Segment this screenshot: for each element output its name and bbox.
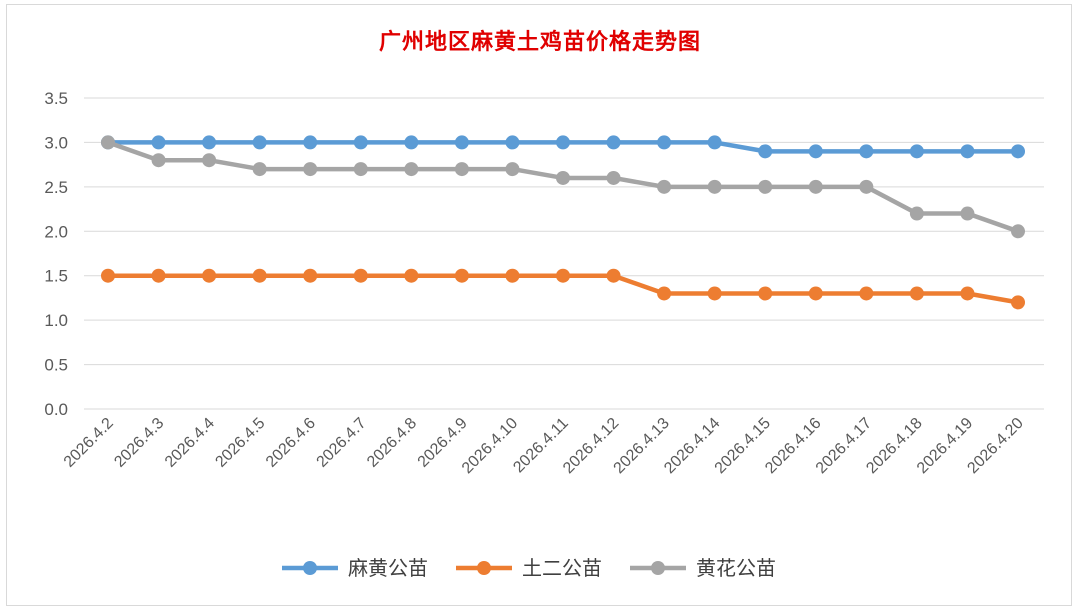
data-point bbox=[859, 179, 874, 194]
y-axis-ticks: 0.0 0.5 1.0 1.5 2.0 2.5 3.0 3.5 bbox=[44, 89, 68, 419]
data-point bbox=[707, 179, 722, 194]
data-point bbox=[353, 162, 368, 177]
x-tick-label: 2026.4.6 bbox=[263, 415, 319, 471]
data-point bbox=[101, 268, 115, 283]
data-point bbox=[202, 268, 217, 283]
data-point bbox=[657, 179, 672, 194]
data-point bbox=[252, 135, 267, 150]
legend-label: 麻黄公苗 bbox=[348, 556, 428, 580]
data-point bbox=[252, 162, 267, 177]
y-tick-label: 3.0 bbox=[44, 133, 68, 152]
data-point bbox=[1011, 295, 1025, 310]
data-point bbox=[151, 135, 166, 150]
y-tick-label: 3.5 bbox=[44, 89, 68, 108]
x-tick-label: 2026.4.4 bbox=[162, 415, 218, 471]
data-point bbox=[1011, 144, 1025, 159]
data-point bbox=[303, 135, 318, 150]
data-point bbox=[960, 144, 975, 159]
data-point bbox=[454, 268, 469, 283]
data-point bbox=[303, 162, 318, 177]
legend-item: 麻黄公苗 bbox=[282, 556, 428, 580]
series-3 bbox=[101, 135, 1025, 239]
data-point bbox=[353, 268, 368, 283]
x-tick-label: 2026.4.7 bbox=[314, 415, 370, 471]
data-point bbox=[859, 144, 874, 159]
y-tick-label: 0.0 bbox=[44, 400, 68, 419]
data-point bbox=[808, 179, 823, 194]
data-point bbox=[909, 286, 924, 301]
data-point bbox=[151, 153, 166, 168]
data-point bbox=[303, 268, 318, 283]
data-point bbox=[556, 170, 570, 185]
data-point bbox=[1011, 224, 1025, 239]
data-point bbox=[960, 286, 975, 301]
legend-label: 土二公苗 bbox=[522, 556, 602, 580]
x-tick-label: 2026.4.8 bbox=[364, 415, 420, 471]
data-point bbox=[404, 268, 419, 283]
legend-item: 土二公苗 bbox=[456, 556, 602, 580]
data-point bbox=[454, 135, 469, 150]
data-point bbox=[404, 162, 419, 177]
legend-marker-swatch bbox=[477, 561, 491, 575]
data-point bbox=[707, 135, 722, 150]
data-point bbox=[909, 144, 924, 159]
data-point bbox=[606, 170, 621, 185]
x-tick-label: 2026.4.5 bbox=[212, 415, 268, 471]
x-tick-label: 2026.4.10 bbox=[459, 415, 521, 477]
data-point bbox=[505, 268, 520, 283]
data-point bbox=[505, 162, 520, 177]
x-tick-label: 2026.4.2 bbox=[61, 415, 117, 471]
legend: 麻黄公苗 土二公苗 黄花公苗 bbox=[282, 556, 776, 580]
data-point bbox=[556, 135, 570, 150]
legend-label: 黄花公苗 bbox=[696, 556, 776, 580]
data-point bbox=[505, 135, 520, 150]
legend-marker-swatch bbox=[303, 561, 317, 575]
y-tick-label: 2.5 bbox=[44, 178, 68, 197]
legend-marker-swatch bbox=[651, 561, 665, 575]
data-point bbox=[353, 135, 368, 150]
data-point bbox=[454, 162, 469, 177]
data-point bbox=[758, 179, 773, 194]
data-point bbox=[151, 268, 166, 283]
x-axis-ticks: 2026.4.22026.4.32026.4.42026.4.52026.4.6… bbox=[61, 415, 1027, 477]
data-point bbox=[556, 268, 570, 283]
series-lines bbox=[101, 135, 1025, 310]
data-point bbox=[657, 135, 672, 150]
y-tick-label: 1.5 bbox=[44, 267, 68, 286]
data-point bbox=[909, 206, 924, 221]
data-point bbox=[606, 135, 621, 150]
data-point bbox=[808, 286, 823, 301]
series-2 bbox=[101, 268, 1025, 310]
data-point bbox=[101, 135, 115, 150]
chart-frame bbox=[6, 4, 1072, 606]
data-point bbox=[960, 206, 975, 221]
legend-item: 黄花公苗 bbox=[630, 556, 776, 580]
data-point bbox=[606, 268, 621, 283]
data-point bbox=[859, 286, 874, 301]
data-point bbox=[252, 268, 267, 283]
data-point bbox=[758, 286, 773, 301]
data-point bbox=[758, 144, 773, 159]
chart-title: 广州地区麻黄土鸡苗价格走势图 bbox=[378, 29, 701, 55]
y-tick-label: 2.0 bbox=[44, 222, 68, 241]
x-tick-label: 2026.4.20 bbox=[964, 415, 1026, 477]
data-point bbox=[202, 153, 217, 168]
data-point bbox=[808, 144, 823, 159]
data-point bbox=[657, 286, 672, 301]
data-point bbox=[202, 135, 217, 150]
series-1 bbox=[101, 135, 1025, 159]
data-point bbox=[707, 286, 722, 301]
data-point bbox=[404, 135, 419, 150]
y-tick-label: 0.5 bbox=[44, 356, 68, 375]
x-tick-label: 2026.4.3 bbox=[111, 415, 167, 471]
y-tick-label: 1.0 bbox=[44, 311, 68, 330]
